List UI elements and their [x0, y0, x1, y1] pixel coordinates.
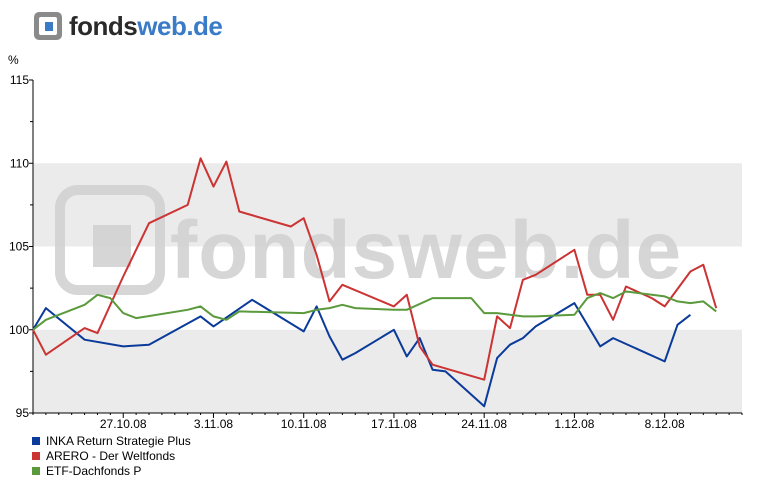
legend-item: ARERO - Der Weltfonds: [32, 448, 191, 463]
brand-logo: fondsweb.de: [33, 8, 223, 44]
watermark: fondsweb.de: [55, 185, 682, 296]
series-line-1: [32, 298, 692, 408]
y-tick-label: 105: [9, 240, 29, 254]
x-tick-label: 8.12.08: [645, 417, 685, 431]
series-line-2: [32, 157, 718, 381]
y-tick-label: 100: [9, 323, 29, 337]
legend-label: ARERO - Der Weltfonds: [46, 448, 176, 463]
x-tick-label: 10.11.08: [281, 417, 327, 431]
grid-band: [33, 163, 742, 247]
series-line-3: [32, 290, 717, 331]
legend-swatch: [32, 451, 40, 460]
y-axis-label: %: [8, 53, 19, 67]
watermark-text: fondsweb.de: [170, 205, 682, 296]
x-tick-label: 1.12.08: [554, 417, 594, 431]
legend-label: INKA Return Strategie Plus: [46, 433, 191, 448]
grid-band: [33, 329, 742, 413]
legend: INKA Return Strategie Plus ARERO - Der We…: [32, 433, 191, 478]
legend-item: INKA Return Strategie Plus: [32, 433, 191, 448]
x-tick-label: 24.11.08: [461, 417, 507, 431]
x-tick-label: 3.11.08: [194, 417, 233, 431]
legend-item: ETF-Dachfonds P: [32, 463, 191, 478]
axes: [29, 79, 743, 418]
legend-swatch: [32, 466, 40, 475]
x-tick-label: 17.11.08: [371, 417, 417, 431]
brand-name-suffix: web.de: [137, 10, 223, 41]
brand-name: fondsweb.de: [69, 10, 223, 42]
y-tick-label: 95: [16, 406, 30, 420]
brand-name-main: fonds: [69, 10, 138, 41]
y-tick-label: 115: [10, 73, 29, 87]
legend-label: ETF-Dachfonds P: [46, 463, 142, 478]
y-tick-label: 110: [10, 156, 29, 170]
legend-swatch: [32, 436, 40, 445]
tick-labels: 95 100 105 110 115% 27.10.08 3.11.08 10.11.08 17…: [8, 53, 685, 431]
x-tick-label: 27.10.08: [100, 417, 147, 431]
fondsweb-logo-icon: [34, 12, 62, 40]
series-lines: [32, 157, 718, 408]
